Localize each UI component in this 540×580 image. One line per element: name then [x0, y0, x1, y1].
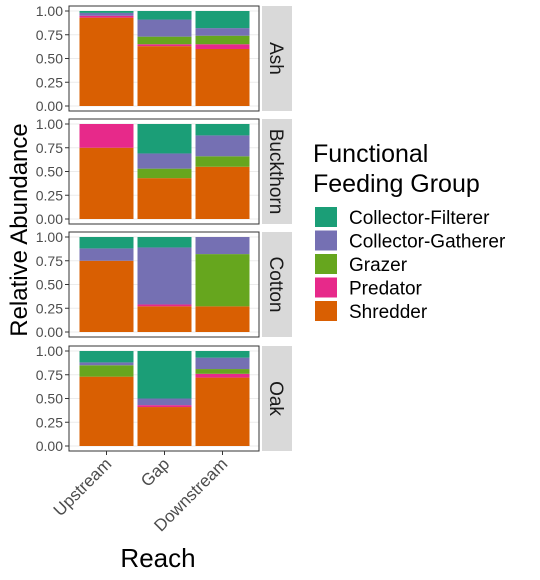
x-tick-label: Upstream [50, 454, 116, 520]
bar-segment-cotton-upstream-collector-gatherer [79, 248, 134, 261]
bar-segment-cotton-gap-shredder [137, 306, 192, 332]
x-tick-label: Gap [137, 454, 173, 490]
y-tick-label: 0.75 [36, 367, 63, 383]
facet-strip-label: Ash [265, 42, 286, 75]
facet-strip [262, 346, 292, 451]
bar-segment-ash-downstream-collector-gatherer [195, 28, 250, 36]
bar-segment-buckthorn-gap-collector-gatherer [137, 153, 192, 169]
x-axis-title: Reach [120, 543, 195, 573]
bar-segment-oak-upstream-collector-gatherer [79, 362, 134, 366]
bar-segment-ash-downstream-grazer [195, 35, 250, 45]
legend-key-grazer [315, 254, 337, 274]
bar-segment-ash-upstream-collector-gatherer [79, 12, 134, 16]
bar-segment-oak-downstream-grazer [195, 369, 250, 374]
bar-segment-ash-gap-predator [137, 44, 192, 47]
bar-segment-buckthorn-gap-shredder [137, 178, 192, 219]
bar-segment-oak-gap-collector-filterer [137, 351, 192, 399]
bar-segment-ash-downstream-shredder [195, 49, 250, 106]
bar-segment-ash-gap-grazer [137, 36, 192, 45]
facet-strip [262, 232, 292, 337]
bar-segment-ash-upstream-shredder [79, 17, 134, 106]
facet-strip [262, 119, 292, 224]
bar-segment-buckthorn-downstream-collector-gatherer [195, 135, 250, 157]
bar-segment-oak-downstream-collector-gatherer [195, 357, 250, 370]
bar-segment-buckthorn-downstream-collector-filterer [195, 124, 250, 136]
facet-panels: 0.00 0.25 0.50 0.75 1.00 Ash 0.00 0.25 0.50 0.75 1… [36, 3, 292, 454]
legend-label: Collector-Filterer [349, 208, 490, 229]
legend-title-line: Feeding Group [313, 170, 480, 198]
bar-segment-oak-upstream-grazer [79, 365, 134, 377]
bar-segment-buckthorn-downstream-shredder [195, 166, 250, 219]
y-tick-label: 0.50 [36, 391, 63, 407]
facet-strip-label: Cotton [265, 257, 286, 313]
y-tick-label: 0.25 [36, 300, 63, 316]
y-tick-label: 0.50 [36, 51, 63, 67]
legend-key-collector-filterer [315, 207, 337, 227]
bar-segment-ash-upstream-collector-filterer [79, 11, 134, 13]
bar-segment-buckthorn-downstream-grazer [195, 156, 250, 167]
bar-segment-cotton-gap-collector-gatherer [137, 247, 192, 305]
bar-segment-buckthorn-upstream-shredder [79, 147, 134, 219]
bar-segment-ash-gap-collector-filterer [137, 11, 192, 20]
legend-label: Grazer [349, 255, 408, 276]
legend-key-shredder [315, 301, 337, 321]
bar-segment-ash-gap-shredder [137, 46, 192, 106]
legend-key-predator [315, 277, 337, 298]
bar-segment-ash-gap-collector-gatherer [137, 19, 192, 37]
facet-strip-label: Oak [265, 381, 286, 416]
facet-panel-oak: 0.00 0.25 0.50 0.75 1.00 Oak [36, 343, 292, 454]
facet-panel-cotton: 0.00 0.25 0.50 0.75 1.00 Cotton [36, 229, 292, 340]
bar-segment-cotton-downstream-grazer [195, 254, 250, 307]
y-tick-label: 0.00 [36, 98, 63, 114]
y-tick-label: 0.00 [36, 438, 63, 454]
legend-title-line: Functional [313, 140, 428, 168]
bar-segment-ash-downstream-predator [195, 44, 250, 49]
y-tick-label: 0.25 [36, 187, 63, 203]
bar-segment-oak-upstream-collector-filterer [79, 351, 134, 363]
legend-key-collector-gatherer [315, 230, 337, 251]
bar-segment-cotton-upstream-shredder [79, 260, 134, 332]
bar-segment-cotton-gap-collector-filterer [137, 237, 192, 248]
y-tick-label: 0.00 [36, 324, 63, 340]
facet-panel-ash: 0.00 0.25 0.50 0.75 1.00 Ash [36, 3, 292, 114]
bar-segment-ash-downstream-collector-filterer [195, 11, 250, 29]
facet-panel-buckthorn: 0.00 0.25 0.50 0.75 1.00 Buckthorn [36, 116, 292, 227]
bar-segment-cotton-downstream-shredder [195, 306, 250, 332]
bar-segment-cotton-gap-predator [137, 304, 192, 307]
bar-segment-buckthorn-upstream-predator [79, 124, 134, 148]
bar-segment-buckthorn-gap-grazer [137, 168, 192, 179]
bar-segment-buckthorn-gap-collector-filterer [137, 124, 192, 154]
bar-segment-oak-gap-collector-gatherer [137, 398, 192, 406]
y-tick-label: 0.75 [36, 253, 63, 269]
y-tick-label: 0.75 [36, 27, 63, 43]
y-tick-label: 1.00 [36, 229, 63, 245]
y-tick-label: 0.25 [36, 414, 63, 430]
y-tick-label: 0.25 [36, 74, 63, 90]
y-tick-label: 0.00 [36, 211, 63, 227]
bar-segment-oak-downstream-collector-filterer [195, 351, 250, 358]
y-tick-label: 1.00 [36, 343, 63, 359]
legend-label: Collector-Gatherer [349, 232, 506, 253]
y-tick-label: 1.00 [36, 116, 63, 132]
bar-segment-oak-downstream-predator [195, 373, 250, 378]
bar-segment-oak-gap-predator [137, 405, 192, 408]
y-tick-label: 0.50 [36, 164, 63, 180]
y-axis-title: Relative Abundance [6, 123, 33, 337]
y-tick-label: 0.75 [36, 140, 63, 156]
bar-segment-ash-upstream-predator [79, 15, 134, 18]
facet-strip [262, 6, 292, 111]
y-tick-label: 0.50 [36, 277, 63, 293]
facet-strip-label: Buckthorn [265, 129, 286, 215]
y-tick-label: 1.00 [36, 3, 63, 19]
bar-segment-oak-gap-shredder [137, 407, 192, 446]
bar-segment-oak-downstream-shredder [195, 377, 250, 446]
bar-segment-cotton-downstream-collector-gatherer [195, 237, 250, 255]
bar-segment-oak-upstream-shredder [79, 376, 134, 446]
bar-segment-cotton-upstream-collector-filterer [79, 237, 134, 249]
legend-label: Shredder [349, 302, 428, 323]
legend-label: Predator [349, 279, 423, 300]
